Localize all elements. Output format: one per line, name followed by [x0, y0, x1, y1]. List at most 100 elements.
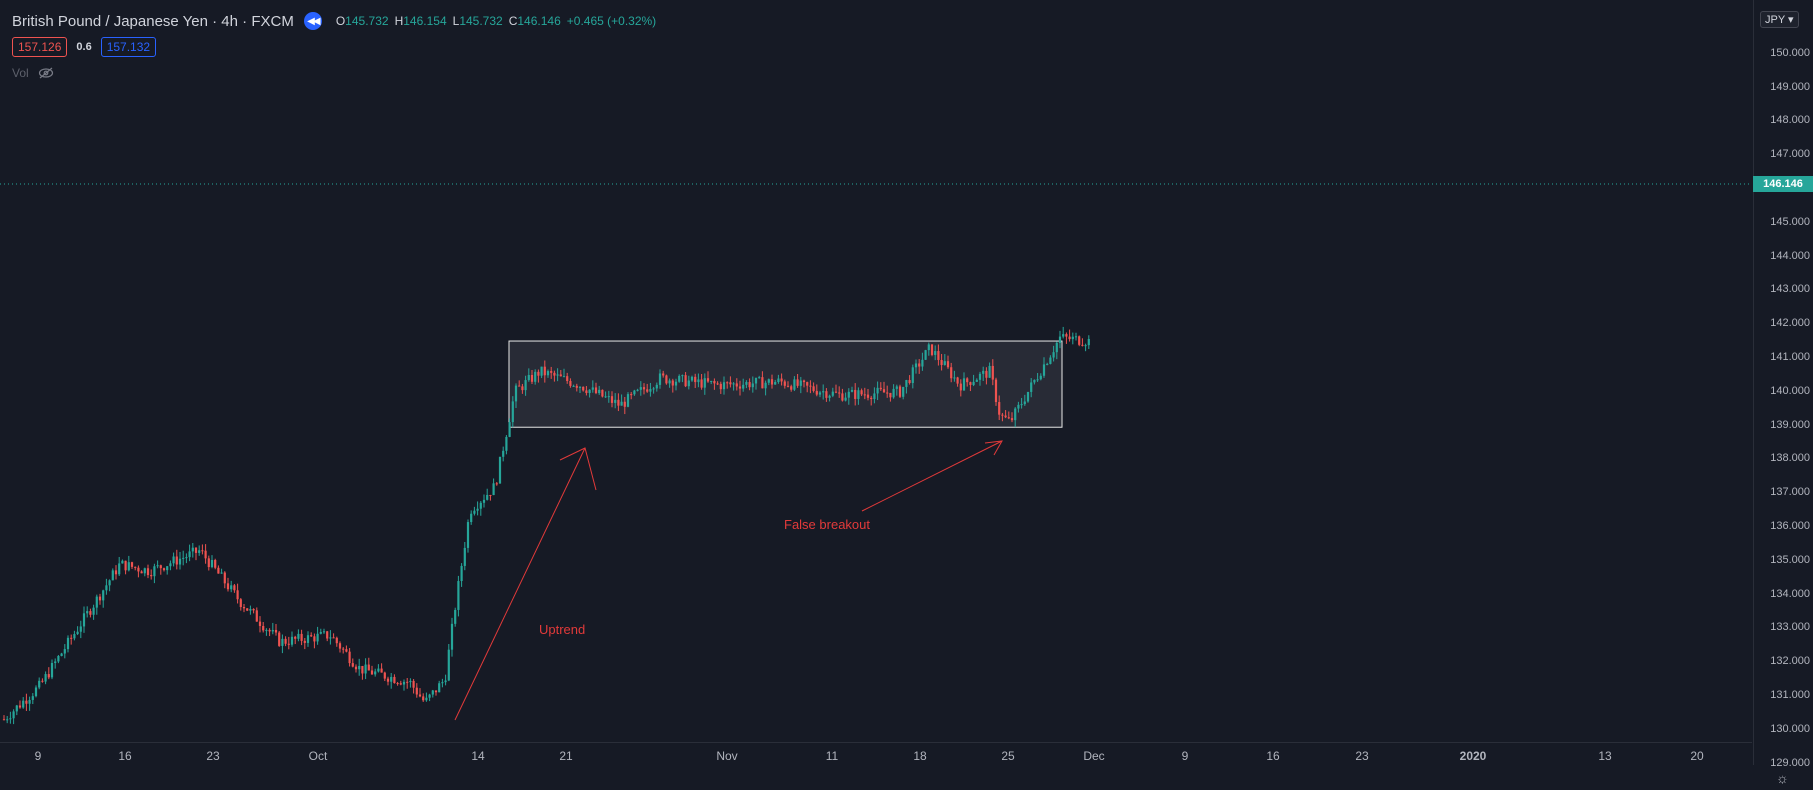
candle-body: [146, 568, 150, 576]
candle-body: [668, 380, 671, 384]
candle-body: [217, 567, 220, 574]
candle-body: [364, 664, 367, 674]
candle-body: [764, 382, 767, 389]
candle-body: [44, 674, 47, 682]
candle-body: [233, 585, 236, 591]
candle-body: [793, 379, 796, 390]
candle-body: [1049, 357, 1052, 364]
trade-buttons: 157.126 0.6 157.132: [12, 37, 157, 57]
candle-body: [889, 392, 892, 398]
candle-body: [761, 377, 764, 389]
candle-body: [924, 350, 927, 360]
candle-body: [937, 351, 940, 360]
price-axis[interactable]: 150.000 149.000 148.000 147.000 145.000 144.0…: [1753, 0, 1813, 769]
candle-body: [684, 375, 687, 387]
candle-body: [1014, 408, 1017, 421]
spread-value: 0.6: [76, 41, 92, 53]
candle-body: [575, 385, 578, 388]
candle-body: [1042, 364, 1046, 376]
replay-icon[interactable]: ◀◀: [303, 12, 322, 30]
candle-body: [626, 394, 630, 407]
candle-body: [998, 402, 1001, 415]
candle-body: [310, 635, 313, 637]
candle-body: [367, 664, 370, 671]
candle-body: [393, 676, 396, 684]
price-axis-label: 138.000: [1770, 452, 1810, 465]
candle-body: [649, 389, 652, 392]
candle-body: [342, 648, 345, 650]
candle-body: [703, 378, 706, 388]
candle-body: [553, 372, 556, 376]
low-value: 145.732: [459, 14, 503, 28]
change-value: +0.465 (+0.32%): [566, 14, 657, 28]
symbol-title[interactable]: British Pound / Japanese Yen · 4h · FXCM: [12, 12, 294, 30]
candle-body: [905, 380, 908, 387]
candle-body: [175, 556, 178, 565]
candle-body: [166, 566, 169, 571]
candle-body: [524, 380, 527, 391]
candle-body: [1062, 334, 1065, 337]
candle-body: [386, 678, 390, 682]
price-axis-label: 131.000: [1770, 688, 1810, 701]
candle-body: [639, 387, 642, 390]
candle-body: [860, 390, 863, 395]
candle-body: [258, 621, 262, 626]
buy-button[interactable]: 157.132: [100, 37, 157, 57]
price-chart[interactable]: [0, 0, 1752, 742]
candle-body: [194, 547, 198, 553]
candle-body: [959, 383, 962, 391]
sell-button[interactable]: 157.126: [12, 37, 68, 57]
candle-body: [940, 359, 943, 365]
chart-area[interactable]: [0, 0, 1752, 765]
candle-body: [338, 643, 342, 649]
currency-button[interactable]: JPY ▾: [1760, 11, 1799, 28]
candle-body: [1033, 379, 1036, 383]
candle-body: [726, 382, 729, 384]
candle-body: [783, 381, 786, 386]
candle-body: [546, 371, 550, 376]
candle-body: [178, 558, 182, 565]
candle-body: [396, 683, 399, 685]
candle-body: [1020, 404, 1023, 406]
candle-body: [847, 391, 850, 398]
candle-body: [486, 494, 489, 500]
candle-body: [50, 662, 54, 678]
time-axis[interactable]: 9 16 23 Oct 14 21 Nov 11 18 25 Dec 9 16 23 2020 13 20: [0, 742, 1752, 790]
candle-body: [841, 393, 844, 401]
candle-body: [201, 550, 204, 552]
candle-body: [559, 374, 562, 377]
candle-body: [57, 656, 60, 662]
candle-body: [534, 371, 537, 382]
false-breakout-annotation[interactable]: False breakout: [784, 517, 870, 532]
hidden-eye-icon[interactable]: [38, 67, 54, 79]
candle-body: [969, 382, 972, 385]
candle-body: [594, 387, 598, 394]
settings-gear-icon[interactable]: ☼: [1776, 770, 1789, 786]
candle-body: [444, 680, 447, 683]
time-axis-label: 9: [34, 749, 42, 763]
candle-body: [316, 633, 319, 642]
symbol-legend[interactable]: British Pound / Japanese Yen · 4h · FXCM…: [12, 10, 656, 32]
candle-body: [908, 380, 911, 384]
candle-body: [399, 683, 402, 685]
candle-body: [18, 705, 22, 708]
false-breakout-arrow-line: [861, 440, 1003, 512]
uptrend-annotation[interactable]: Uptrend: [539, 622, 586, 637]
candle-body: [892, 388, 895, 398]
candle-body: [438, 683, 441, 693]
volume-label[interactable]: Vol: [12, 66, 29, 80]
candle-body: [745, 382, 748, 385]
time-axis-label: 16: [118, 749, 132, 763]
candle-body: [239, 599, 242, 608]
candle-body: [751, 383, 754, 388]
candle-body: [447, 649, 450, 681]
candle-body: [754, 377, 758, 384]
candle-body: [434, 690, 438, 693]
price-axis-label: 147.000: [1770, 148, 1810, 161]
candle-body: [866, 394, 870, 398]
candle-body: [914, 363, 918, 368]
candle-body: [63, 649, 66, 654]
candle-body: [76, 631, 79, 635]
price-axis-label: 143.000: [1770, 283, 1810, 296]
candle-body: [822, 391, 825, 393]
